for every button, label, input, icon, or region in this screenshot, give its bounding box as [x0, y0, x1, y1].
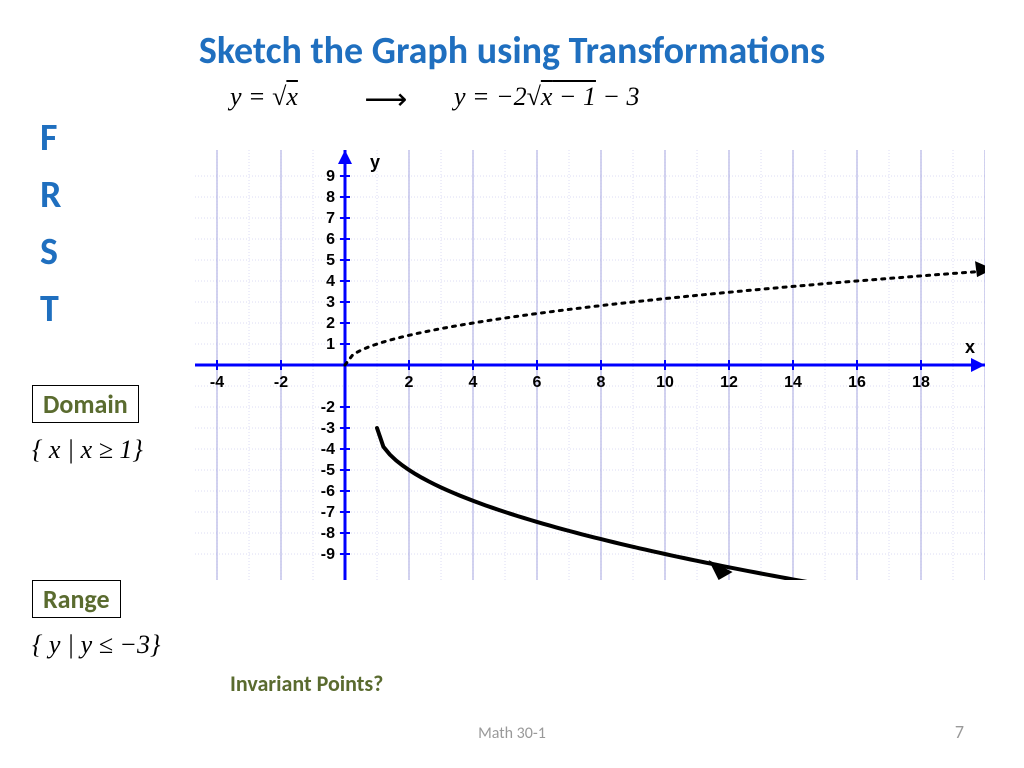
svg-text:-3: -3	[321, 420, 335, 437]
svg-text:x: x	[965, 337, 975, 357]
svg-text:1: 1	[326, 336, 335, 353]
svg-text:16: 16	[848, 374, 866, 391]
equation-original: y = √x	[230, 82, 298, 112]
svg-text:18: 18	[912, 374, 930, 391]
svg-text:-2: -2	[274, 374, 288, 391]
page-title: Sketch the Graph using Transformations	[0, 28, 1024, 74]
graph: -4-224681012141618-9-8-7-6-5-4-3-2123456…	[195, 150, 985, 580]
svg-text:8: 8	[326, 189, 335, 206]
svg-text:2: 2	[405, 374, 414, 391]
footer-course: Math 30-1	[0, 724, 1024, 743]
domain-section: Domain { x | x ≥ 1}	[32, 385, 143, 465]
page-number: 7	[955, 721, 964, 743]
frst-r: R	[40, 167, 61, 224]
equations-row: y = √x ⟶ y = −2√x − 1 − 3	[230, 82, 640, 117]
svg-text:-4: -4	[321, 441, 335, 458]
range-label: Range	[32, 580, 121, 618]
svg-text:5: 5	[326, 252, 335, 269]
svg-text:y: y	[370, 152, 380, 172]
svg-text:7: 7	[326, 210, 335, 227]
svg-text:3: 3	[326, 294, 335, 311]
invariant-points-label: Invariant Points?	[230, 670, 383, 697]
domain-label: Domain	[32, 385, 139, 423]
svg-text:-2: -2	[321, 399, 335, 416]
svg-text:-6: -6	[321, 483, 335, 500]
svg-text:4: 4	[469, 374, 478, 391]
svg-text:4: 4	[326, 273, 335, 290]
svg-text:6: 6	[326, 231, 335, 248]
domain-value: { x | x ≥ 1}	[32, 435, 143, 465]
range-value: { y | y ≤ −3}	[32, 630, 160, 660]
svg-text:12: 12	[720, 374, 738, 391]
frst-t: T	[40, 281, 61, 338]
frst-f: F	[40, 110, 61, 167]
svg-text:10: 10	[656, 374, 674, 391]
equation-transformed: y = −2√x − 1 − 3	[454, 82, 640, 112]
svg-text:-7: -7	[321, 504, 335, 521]
svg-text:-4: -4	[210, 374, 224, 391]
svg-text:-8: -8	[321, 525, 335, 542]
frst-s: S	[40, 224, 61, 281]
svg-text:2: 2	[326, 315, 335, 332]
svg-text:-9: -9	[321, 546, 335, 563]
svg-text:-5: -5	[321, 462, 335, 479]
svg-text:6: 6	[533, 374, 542, 391]
svg-text:8: 8	[597, 374, 606, 391]
svg-text:14: 14	[784, 374, 802, 391]
svg-text:9: 9	[326, 168, 335, 185]
range-section: Range { y | y ≤ −3}	[32, 580, 160, 660]
arrow-icon: ⟶	[364, 82, 407, 117]
frst-mnemonic: F R S T	[40, 110, 61, 338]
